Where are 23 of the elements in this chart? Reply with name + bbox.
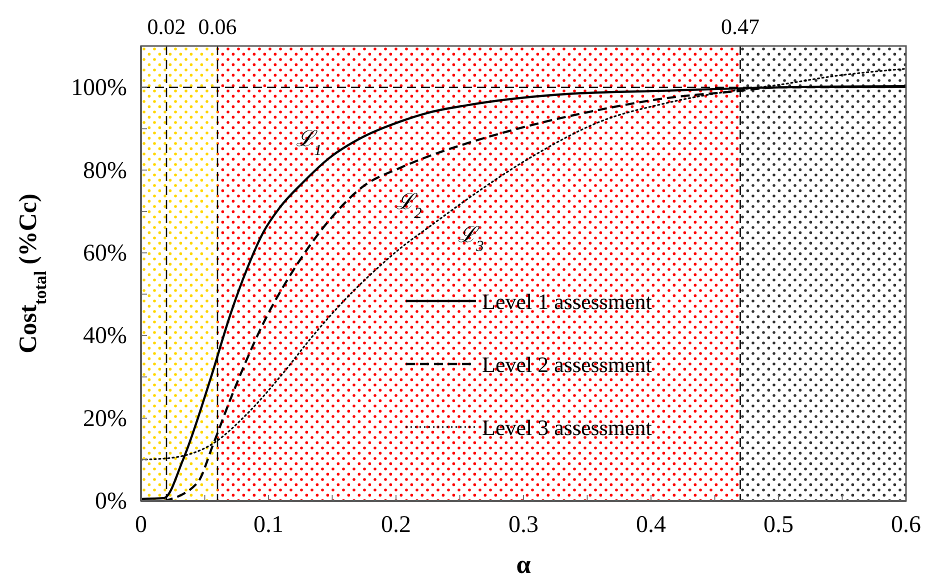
x-tick-label: 0.5 [764,512,794,538]
y-tick-label: 60% [83,240,127,266]
ref-line-label: 0.06 [198,14,237,39]
x-axis-title: α [516,550,532,579]
ref-line-label: 0.02 [147,14,186,39]
x-tick-label: 0.2 [381,512,411,538]
legend-label: Level 3 assessment [482,415,652,440]
annotation: ℒ$_{2}$ [396,189,422,222]
y-tick-label: 80% [83,158,127,184]
y-tick-label: 0% [95,488,127,515]
x-tick-label: 0.6 [891,512,921,538]
x-tick-label: 0 [135,512,147,538]
annotation: ℒ$_{3}$ [458,222,484,254]
x-tick-label: 0.4 [636,512,666,538]
y-tick-label: 20% [83,406,127,432]
legend-label: Level 2 assessment [482,352,652,377]
x-tick-label: 0.3 [508,512,538,538]
legend-label: Level 1 assessment [482,289,652,314]
y-tick-label: 40% [83,323,127,350]
annotation: ℒ$_{1}$ [296,126,322,158]
y-tick-label: 100% [71,75,127,102]
ref-line-label: 0.47 [721,14,760,39]
x-tick-label: 0.1 [254,512,284,538]
